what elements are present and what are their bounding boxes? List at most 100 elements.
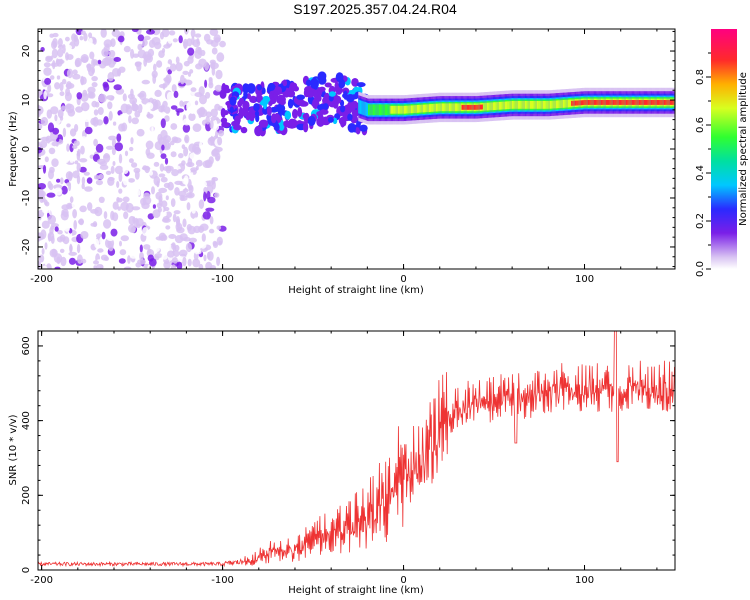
snr-panel: -200 -100 0 100 0 200 400 600 Height of straig… [8, 330, 676, 596]
noise-blob [124, 150, 129, 157]
noise-blob [209, 119, 214, 129]
noise-blob [91, 76, 98, 82]
noise-blob [214, 84, 223, 92]
ridge-band [373, 104, 375, 116]
ridge-band [633, 100, 635, 105]
ridge-band [654, 100, 656, 105]
noise-blob [95, 179, 103, 186]
noise-blob [212, 240, 218, 246]
noise-blob [69, 143, 74, 153]
noise-blob [194, 245, 199, 255]
noise-blob [95, 143, 104, 153]
noise-blob [161, 200, 168, 208]
noise-blob [193, 217, 200, 224]
noise-blob [160, 111, 166, 118]
noise-blob [182, 123, 191, 133]
ridge-band [655, 100, 658, 105]
ridge-band [564, 99, 566, 108]
noise-blob [110, 165, 115, 174]
noise-blob [146, 113, 154, 119]
ridge-band [638, 100, 640, 105]
ridge-band [572, 100, 574, 106]
ridge-band [476, 104, 478, 110]
noise-blob [161, 29, 170, 38]
ridge-band [418, 104, 420, 113]
ridge-band [397, 105, 399, 114]
ridge-band [483, 103, 485, 111]
noise-blob [101, 231, 106, 240]
ridge-band [365, 102, 368, 117]
noise-blob [142, 106, 148, 116]
ridge-band [484, 102, 486, 111]
noise-blob [195, 46, 202, 54]
noise-blob [92, 116, 99, 127]
ridge-band [382, 104, 384, 116]
colorbar-tick-label: 0.6 [695, 117, 706, 133]
ridge-blob [267, 82, 276, 91]
ridge-blob [296, 94, 306, 100]
noise-blob [108, 135, 117, 141]
noise-blob [134, 110, 141, 118]
noise-blob [80, 231, 89, 239]
ridge-band [550, 100, 552, 109]
noise-blob [118, 153, 123, 164]
noise-blob [105, 145, 114, 150]
noise-blob [161, 253, 168, 260]
noise-blob [142, 132, 152, 140]
ridge-blob [245, 114, 251, 121]
ridge-band [495, 102, 497, 110]
noise-blob [172, 38, 178, 43]
ridge-band [663, 100, 665, 105]
noise-blob [176, 226, 185, 234]
ridge-blob [219, 89, 227, 99]
ridge-band [414, 105, 417, 113]
snr-x-axis: -200 -100 0 100 [30, 331, 658, 586]
ridge-band [646, 100, 648, 105]
noise-blob [174, 187, 180, 196]
noise-blob [160, 153, 167, 160]
noise-blob [181, 160, 186, 167]
noise-blob [198, 58, 207, 68]
noise-blob [83, 32, 88, 42]
snr-series-line [38, 331, 675, 568]
ridge-band [570, 99, 572, 108]
ridge-band [620, 100, 622, 105]
noise-blob [154, 141, 163, 151]
noise-blob [125, 241, 135, 247]
noise-blob [137, 34, 145, 42]
noise-blob [80, 136, 87, 143]
ridge-band [486, 102, 488, 111]
noise-blob [170, 198, 176, 208]
noise-blob [146, 152, 155, 159]
noise-blob [117, 35, 125, 43]
ridge-blob [319, 109, 329, 115]
ridge-band [618, 100, 621, 105]
noise-blob [114, 43, 122, 52]
noise-blob [99, 164, 109, 170]
noise-blob [129, 97, 138, 105]
noise-blob [44, 156, 49, 163]
noise-blob [66, 123, 71, 128]
ridge-band [436, 103, 438, 112]
noise-blob [103, 211, 108, 220]
ridge-band [369, 104, 371, 116]
noise-blob [94, 175, 101, 180]
noise-blob [46, 93, 54, 98]
ridge-band [368, 104, 370, 116]
ridge-blob [340, 105, 346, 113]
ridge-band [425, 104, 427, 113]
ridge-band [427, 104, 430, 113]
ridge-band [471, 104, 473, 110]
colorbar-tick-label: 0.2 [695, 213, 706, 229]
noise-blob [165, 195, 169, 201]
noise-blob [62, 127, 67, 138]
noise-blob [123, 266, 132, 269]
noise-blob [188, 237, 197, 243]
ridge-band [398, 105, 400, 114]
colorbar-label: Normalized spectral amplitude [738, 72, 749, 226]
y-tick-label: 10 [21, 94, 32, 107]
noise-blob [69, 196, 74, 204]
ridge-blob [307, 115, 316, 126]
noise-blob [108, 110, 113, 121]
noise-blob [93, 138, 98, 147]
